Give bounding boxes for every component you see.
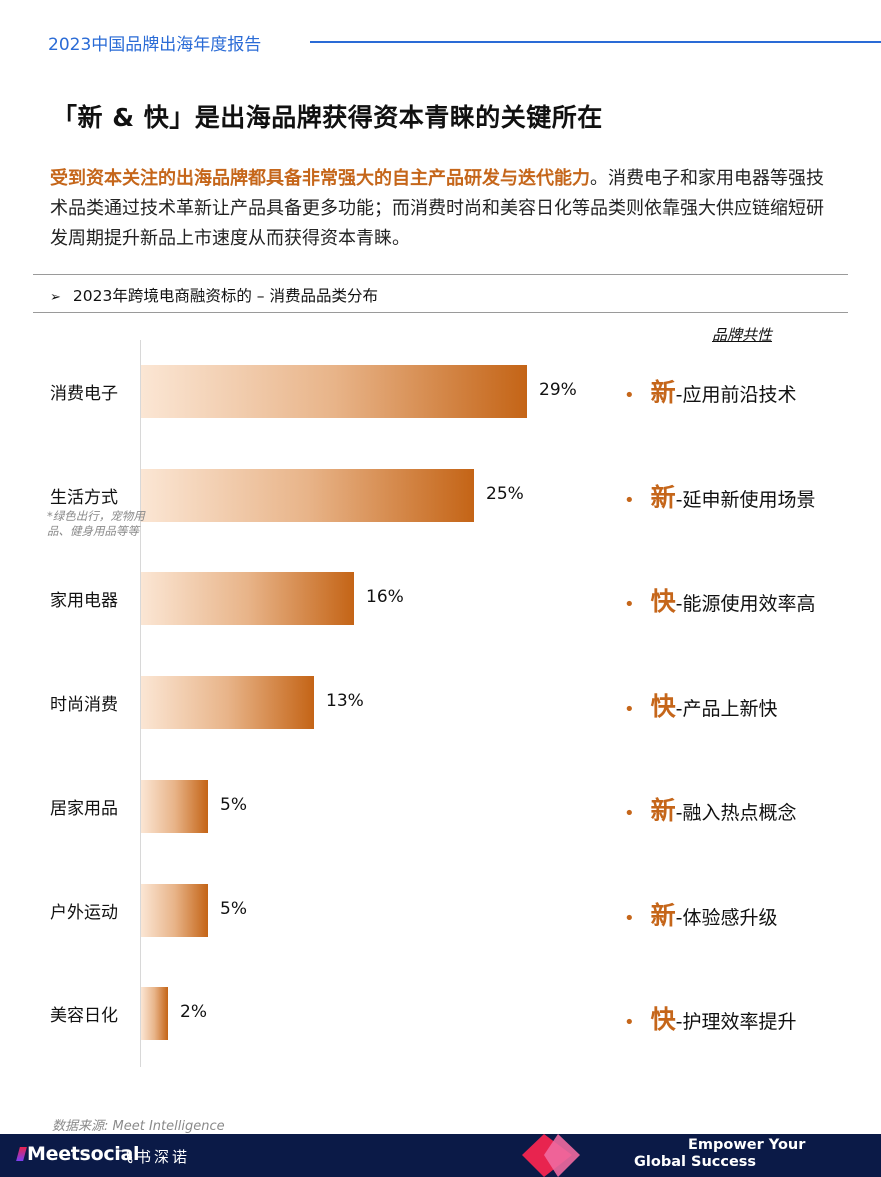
bullet-dot-icon: • xyxy=(624,699,635,720)
bar-value-label: 5% xyxy=(220,795,247,815)
bar-value-label: 25% xyxy=(486,484,524,504)
bar xyxy=(141,884,208,937)
trait-description: -应用前沿技术 xyxy=(675,384,797,406)
bar xyxy=(141,469,474,522)
category-label: 生活方式 xyxy=(50,488,118,508)
trait-keyword: 新 xyxy=(650,483,676,512)
trait-item: • 新 -体验感升级 xyxy=(624,896,778,932)
trait-description: -能源使用效率高 xyxy=(675,593,816,615)
data-source: 数据来源: Meet Intelligence xyxy=(52,1119,225,1134)
bar xyxy=(141,780,208,833)
trait-description: -产品上新快 xyxy=(675,698,778,720)
brand-name: Meetsocial xyxy=(27,1143,140,1165)
trait-item: • 快 -产品上新快 xyxy=(624,687,778,723)
trait-keyword: 新 xyxy=(650,378,676,407)
trait-description: -体验感升级 xyxy=(675,907,778,929)
bar-value-label: 13% xyxy=(326,691,364,711)
chart-axis-line xyxy=(140,340,141,1067)
lead-paragraph: 受到资本关注的出海品牌都具备非常强大的自主产品研发与迭代能力。消费电子和家用电器… xyxy=(50,164,840,254)
diamond-deco-icon xyxy=(522,1134,580,1177)
category-label: 美容日化 xyxy=(50,1006,118,1026)
trait-item: • 快 -能源使用效率高 xyxy=(624,582,816,618)
bullet-dot-icon: • xyxy=(624,490,635,511)
slogan: Empower Your Global Success xyxy=(634,1137,805,1171)
category-label: 消费电子 xyxy=(50,384,118,404)
header-rule xyxy=(310,41,881,43)
trait-item: • 新 -应用前沿技术 xyxy=(624,373,797,409)
brand-mark-icon xyxy=(16,1147,27,1161)
category-label: 家用电器 xyxy=(50,591,118,611)
bar-value-label: 2% xyxy=(180,1002,207,1022)
trait-item: • 新 -融入热点概念 xyxy=(624,791,797,827)
trait-keyword: 快 xyxy=(650,692,676,721)
slogan-line-2: Global Success xyxy=(634,1154,757,1170)
arrow-bullet-icon: ➢ xyxy=(50,290,61,305)
slogan-line-1: Empower Your xyxy=(688,1137,806,1153)
section-rule-top xyxy=(33,274,848,275)
traits-heading: 品牌共性 xyxy=(712,326,773,344)
section-rule-bottom xyxy=(33,312,848,313)
trait-item: • 新 -延申新使用场景 xyxy=(624,478,816,514)
lead-text: 。消费电子和家用电器等强技术品类通过技术革新让产品具备更多功能；而消费时尚和美容… xyxy=(50,168,824,249)
bullet-dot-icon: • xyxy=(624,803,635,824)
section-title: ➢ 2023年跨境电商融资标的 – 消费品品类分布 xyxy=(50,284,378,306)
bar xyxy=(141,987,168,1040)
trait-description: -延申新使用场景 xyxy=(675,489,816,511)
trait-keyword: 快 xyxy=(650,1005,676,1034)
bar xyxy=(141,676,314,729)
brand-logo: Meetsocial xyxy=(16,1143,140,1165)
category-label: 居家用品 xyxy=(50,799,118,819)
trait-keyword: 新 xyxy=(650,901,676,930)
footer-banner: Meetsocial 飞书深诺 Empower Your Global Succ… xyxy=(0,1134,881,1177)
bullet-dot-icon: • xyxy=(624,908,635,929)
bullet-dot-icon: • xyxy=(624,594,635,615)
bar-value-label: 29% xyxy=(539,380,577,400)
lead-highlight: 受到资本关注的出海品牌都具备非常强大的自主产品研发与迭代能力 xyxy=(50,168,590,189)
category-label: 户外运动 xyxy=(50,903,118,923)
bar-value-label: 5% xyxy=(220,899,247,919)
category-label: 时尚消费 xyxy=(50,695,118,715)
page-headline: 「新 & 快」是出海品牌获得资本青睐的关键所在 xyxy=(52,103,603,132)
trait-item: • 快 -护理效率提升 xyxy=(624,1000,797,1036)
bullet-dot-icon: • xyxy=(624,1012,635,1033)
bar-value-label: 16% xyxy=(366,587,404,607)
trait-description: -护理效率提升 xyxy=(675,1011,797,1033)
trait-keyword: 新 xyxy=(650,796,676,825)
bar xyxy=(141,365,527,418)
bar xyxy=(141,572,354,625)
brand-name-cn: 飞书深诺 xyxy=(118,1148,191,1166)
trait-description: -融入热点概念 xyxy=(675,802,797,824)
report-title: 2023中国品牌出海年度报告 xyxy=(48,35,262,55)
section-title-text: 2023年跨境电商融资标的 – 消费品品类分布 xyxy=(72,287,378,305)
trait-keyword: 快 xyxy=(650,587,676,616)
bullet-dot-icon: • xyxy=(624,385,635,406)
category-note-lifestyle: *绿色出行，宠物用品、健身用品等等 xyxy=(47,509,145,538)
